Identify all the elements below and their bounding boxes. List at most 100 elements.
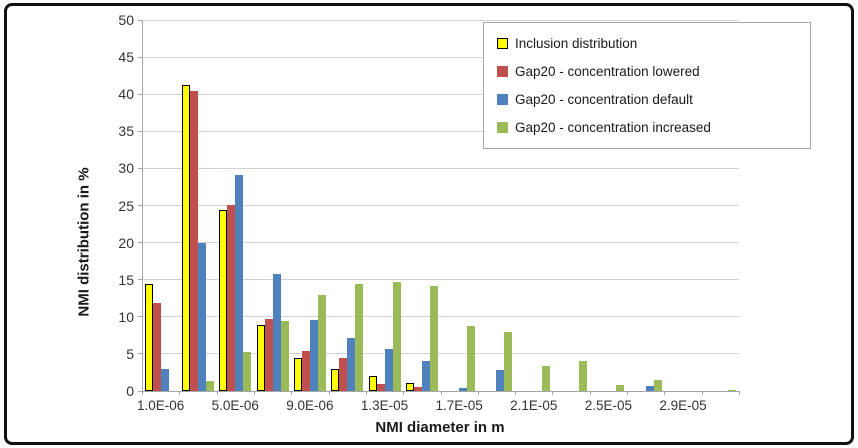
gridline bbox=[142, 316, 739, 318]
bar-gap20-concentration-increased bbox=[429, 286, 438, 391]
bar-inclusion-distribution bbox=[181, 85, 190, 391]
bar-gap20-concentration-increased bbox=[467, 326, 476, 391]
bar-gap20-concentration-increased bbox=[579, 360, 588, 391]
bar-group bbox=[142, 20, 179, 391]
legend-item: Gap20 - concentration increased bbox=[497, 118, 797, 137]
y-tick-label: 5 bbox=[126, 345, 134, 362]
bar-gap20-concentration-increased bbox=[243, 352, 252, 391]
bar-gap20-concentration-default bbox=[645, 385, 654, 391]
y-axis-tick bbox=[138, 242, 142, 244]
x-axis-tick bbox=[701, 391, 703, 395]
x-axis-tick bbox=[515, 391, 517, 395]
bar-group bbox=[627, 20, 664, 391]
x-axis-tick bbox=[552, 391, 554, 395]
legend-label: Gap20 - concentration default bbox=[515, 92, 693, 107]
y-axis-tick bbox=[138, 19, 142, 21]
y-tick-label: 25 bbox=[118, 197, 134, 214]
y-axis-tick bbox=[138, 130, 142, 132]
bar-gap20-concentration-lowered bbox=[227, 204, 236, 391]
bar-gap20-concentration-default bbox=[309, 319, 318, 391]
x-axis-tick bbox=[142, 391, 143, 395]
bar-gap20-concentration-default bbox=[272, 273, 281, 391]
y-tick-label: 40 bbox=[118, 86, 134, 103]
y-axis-tick bbox=[138, 390, 142, 392]
y-axis-title: NMI distribution in % bbox=[75, 167, 93, 317]
bar-gap20-concentration-increased bbox=[317, 295, 326, 391]
gridline bbox=[142, 205, 739, 206]
y-tick-label: 0 bbox=[126, 383, 134, 399]
bar-gap20-concentration-increased bbox=[541, 365, 550, 391]
bar-inclusion-distribution bbox=[219, 209, 228, 391]
legend: Inclusion distribution Gap20 - concentrat… bbox=[483, 22, 811, 149]
bar-gap20-concentration-default bbox=[496, 370, 505, 391]
bar-gap20-concentration-lowered bbox=[301, 350, 310, 391]
x-axis-tick bbox=[291, 391, 293, 395]
x-axis-tick bbox=[403, 391, 405, 395]
bar-group bbox=[441, 20, 478, 391]
bar-gap20-concentration-default bbox=[197, 242, 206, 391]
bar-gap20-concentration-default bbox=[347, 337, 356, 391]
legend-label: Inclusion distribution bbox=[515, 36, 638, 51]
bar-group bbox=[179, 20, 216, 391]
gridline bbox=[142, 279, 739, 281]
bar-gap20-concentration-lowered bbox=[152, 302, 161, 391]
bar-group bbox=[702, 20, 739, 391]
x-axis-title: NMI diameter in m bbox=[375, 419, 505, 436]
y-axis-tick bbox=[138, 93, 142, 95]
x-axis-tick bbox=[365, 391, 367, 395]
bar-inclusion-distribution bbox=[293, 358, 302, 391]
y-tick-label: 10 bbox=[118, 308, 134, 325]
bar-gap20-concentration-increased bbox=[205, 381, 214, 391]
legend-item: Gap20 - concentration default bbox=[497, 90, 797, 109]
gridline bbox=[142, 93, 739, 95]
x-tick-label: 9.0E-06 bbox=[286, 398, 334, 413]
bar-inclusion-distribution bbox=[144, 284, 153, 391]
x-tick-label: 1.0E-06 bbox=[137, 398, 185, 413]
legend-label: Gap20 - concentration increased bbox=[515, 120, 711, 135]
y-axis-tick bbox=[138, 205, 142, 206]
bar-gap20-concentration-default bbox=[421, 360, 430, 391]
y-tick-label: 35 bbox=[118, 123, 134, 140]
bar-gap20-concentration-increased bbox=[616, 385, 625, 391]
bar-gap20-concentration-default bbox=[384, 349, 393, 391]
bar-group bbox=[329, 20, 366, 391]
legend-swatch bbox=[497, 94, 508, 105]
bar-gap20-concentration-increased bbox=[280, 321, 289, 391]
y-axis-tick bbox=[138, 56, 142, 58]
x-axis-tick bbox=[589, 391, 591, 395]
x-axis-tick bbox=[664, 391, 666, 395]
y-tick-label: 15 bbox=[118, 271, 134, 288]
bar-gap20-concentration-default bbox=[160, 368, 169, 391]
bar-inclusion-distribution bbox=[256, 324, 265, 391]
x-tick-label: 2.9E-05 bbox=[659, 398, 707, 413]
y-tick-label: 50 bbox=[118, 12, 134, 28]
bar-gap20-concentration-increased bbox=[504, 332, 513, 391]
x-tick-label: 1.7E-05 bbox=[435, 398, 483, 413]
bar-gap20-concentration-default bbox=[459, 388, 468, 391]
bar-inclusion-distribution bbox=[368, 376, 377, 391]
x-axis-tick bbox=[328, 391, 330, 395]
y-axis-tick bbox=[138, 167, 142, 169]
bar-gap20-concentration-lowered bbox=[413, 386, 422, 391]
bar-inclusion-distribution bbox=[331, 368, 340, 391]
x-tick-label: 2.5E-05 bbox=[584, 398, 633, 413]
bar-gap20-concentration-lowered bbox=[189, 91, 198, 391]
legend-item: Gap20 - concentration lowered bbox=[497, 62, 797, 81]
legend-item: Inclusion distribution bbox=[497, 34, 797, 53]
legend-swatch bbox=[497, 66, 508, 77]
y-axis-tick bbox=[138, 353, 142, 355]
y-tick-label: 45 bbox=[118, 49, 134, 66]
y-axis-tick bbox=[138, 279, 142, 281]
y-axis-line bbox=[142, 20, 143, 391]
bar-gap20-concentration-lowered bbox=[376, 383, 385, 391]
legend-swatch bbox=[497, 38, 508, 49]
bar-gap20-concentration-increased bbox=[728, 389, 737, 391]
x-axis-tick bbox=[253, 391, 255, 395]
gridline bbox=[142, 242, 739, 244]
bar-gap20-concentration-increased bbox=[355, 284, 364, 391]
y-tick-label: 20 bbox=[118, 234, 134, 251]
x-tick-label: 5.0E-06 bbox=[211, 398, 259, 413]
bar-group bbox=[590, 20, 627, 391]
x-axis-tick bbox=[216, 391, 218, 395]
